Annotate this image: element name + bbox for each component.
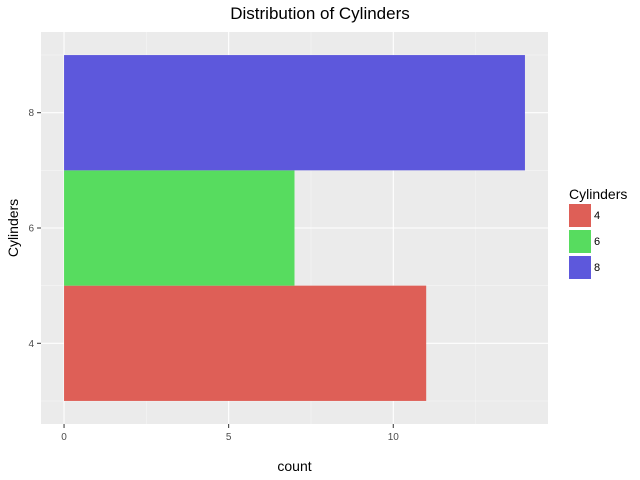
legend-title: Cylinders xyxy=(569,186,627,202)
bar-4 xyxy=(64,285,427,401)
legend-label: 6 xyxy=(594,236,600,248)
y-tick-label: 8 xyxy=(28,108,34,119)
y-axis: 4 6 8 xyxy=(28,108,41,350)
legend: Cylinders 4 6 8 xyxy=(569,186,627,279)
bar-6 xyxy=(64,170,295,286)
legend-label: 4 xyxy=(594,210,600,222)
bars xyxy=(64,55,525,401)
y-axis-title: Cylinders xyxy=(5,199,21,257)
legend-key-4 xyxy=(569,204,591,227)
y-tick-label: 6 xyxy=(28,224,34,235)
legend-key-6 xyxy=(569,230,591,253)
x-tick-label: 0 xyxy=(61,432,67,443)
x-tick-label: 10 xyxy=(388,432,400,443)
legend-key-8 xyxy=(569,256,591,279)
chart-title: Distribution of Cylinders xyxy=(230,4,410,23)
bar-8 xyxy=(64,55,525,171)
x-tick-label: 5 xyxy=(226,432,232,443)
legend-label: 8 xyxy=(594,262,600,274)
x-axis-title: count xyxy=(277,458,311,474)
x-axis: 0 5 10 xyxy=(61,424,399,443)
y-tick-label: 4 xyxy=(28,339,34,350)
